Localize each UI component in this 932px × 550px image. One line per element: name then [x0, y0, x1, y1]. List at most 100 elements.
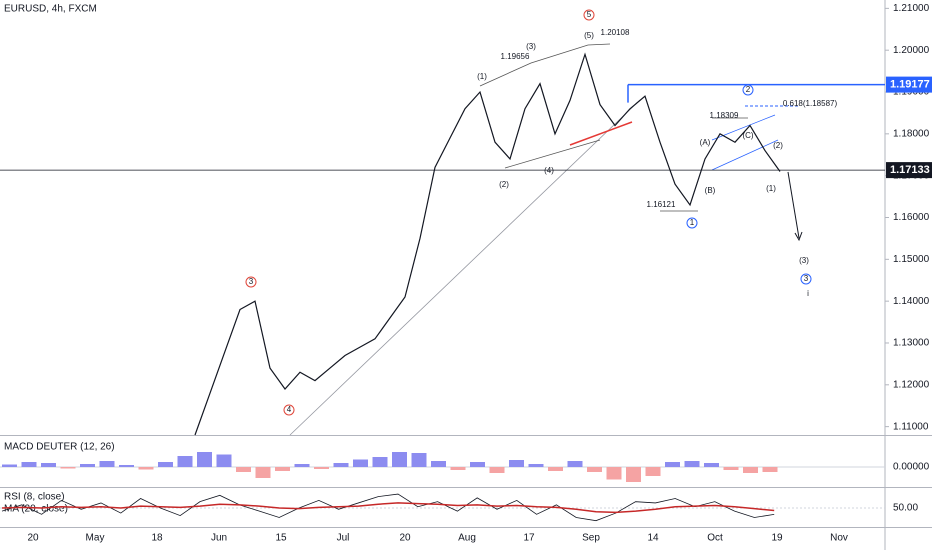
macd-bar	[372, 457, 388, 467]
x-tick-label: Jul	[337, 533, 350, 544]
annotation: i	[807, 289, 809, 298]
y-tick-label: 1.14000	[893, 296, 930, 307]
annotation: (5)	[584, 31, 594, 40]
x-tick-label: 15	[275, 533, 287, 544]
macd-bar	[431, 461, 446, 467]
annotation: 1	[690, 218, 695, 227]
channel-line	[479, 43, 611, 87]
channel-line	[711, 139, 779, 171]
annotation: 3	[804, 274, 809, 283]
y-tick-label: 1.12000	[893, 379, 930, 390]
macd-bar	[80, 464, 95, 467]
macd-bar	[138, 467, 154, 470]
macd-bar	[60, 467, 76, 469]
macd-bar	[645, 467, 661, 476]
x-tick-label: 14	[647, 533, 659, 544]
annotation: 4	[287, 405, 292, 414]
macd-title: MACD DEUTER (12, 26)	[4, 442, 115, 453]
annotation: (1)	[477, 72, 487, 81]
price-tag	[886, 76, 932, 93]
macd-bar	[450, 467, 466, 470]
annotation: 3	[249, 277, 254, 286]
macd-bar	[489, 467, 505, 473]
macd-bar	[470, 462, 485, 467]
y-tick-label: 1.20000	[893, 45, 930, 56]
macd-bar	[509, 460, 524, 467]
rsi-line	[1, 493, 775, 522]
x-tick-label: Nov	[830, 533, 848, 544]
price-tag-label: 1.17133	[890, 164, 930, 176]
macd-bar	[684, 461, 700, 467]
macd-bar	[294, 464, 310, 467]
macd-bar	[177, 456, 193, 467]
x-tick-label: Sep	[582, 533, 600, 544]
macd-bar	[333, 463, 349, 467]
macd-bar	[665, 462, 680, 467]
price-line	[194, 52, 781, 436]
x-tick-label: 18	[151, 533, 163, 544]
price-tag	[886, 162, 932, 179]
macd-bar	[2, 464, 17, 467]
rsi-ma-line	[1, 502, 775, 514]
y-tick-label: 1.21000	[893, 3, 930, 14]
macd-bar	[119, 465, 134, 467]
annotation: 5	[587, 10, 592, 19]
annotation: (4)	[544, 166, 554, 175]
rsi-tick-label: 50.00	[893, 503, 918, 514]
annotation: 1.20108	[601, 28, 630, 37]
annotation: (3)	[526, 42, 536, 51]
annotation: 1.19656	[501, 52, 530, 61]
macd-bar	[411, 453, 427, 467]
trend-line	[289, 99, 641, 436]
x-tick-label: Jun	[211, 533, 227, 544]
macd-bar	[704, 463, 719, 467]
y-tick-label: 1.18000	[893, 128, 930, 139]
wave-circle	[583, 9, 595, 21]
y-tick-label: 1.11000	[893, 421, 929, 432]
macd-bar	[587, 467, 602, 472]
annotation: (C)	[742, 131, 753, 140]
macd-bar	[216, 454, 232, 467]
wave-circle	[283, 404, 295, 416]
x-tick-label: 20	[399, 533, 411, 544]
wave-circle	[686, 217, 698, 229]
x-tick-label: Oct	[707, 533, 723, 544]
macd-bar	[353, 459, 368, 467]
macd-bar	[255, 467, 271, 478]
price-tag-label: 1.19177	[890, 79, 930, 91]
macd-bar	[743, 467, 758, 473]
macd-bar	[626, 467, 641, 482]
x-tick-label: 19	[771, 533, 783, 544]
macd-bar	[197, 452, 212, 467]
macd-bar	[275, 467, 290, 471]
macd-bar	[548, 467, 563, 471]
annotation: 2	[746, 85, 751, 94]
macd-bar	[528, 464, 544, 467]
chart-title: EURUSD, 4h, FXCM	[4, 4, 97, 15]
macd-bar	[606, 467, 622, 480]
y-tick-label: 1.15000	[893, 254, 930, 265]
wave-circle	[800, 273, 812, 285]
y-tick-label: 1.16000	[893, 212, 930, 223]
wave-circle	[742, 84, 754, 96]
arrow	[787, 171, 800, 239]
channel-line	[504, 139, 601, 169]
annotation: (2)	[773, 141, 783, 150]
annotation: 0.618(1.18587)	[783, 99, 838, 108]
arrow-head	[794, 231, 803, 242]
macd-bar	[236, 467, 251, 472]
annotation: (A)	[700, 138, 711, 147]
macd-bar	[99, 461, 115, 467]
annotation: (2)	[499, 180, 509, 189]
x-tick-label: 20	[27, 533, 39, 544]
annotation: (1)	[766, 184, 776, 193]
x-tick-label: Aug	[458, 533, 476, 544]
annotation: 1.18309	[710, 111, 739, 120]
wave-circle	[245, 276, 257, 288]
macd-bar	[723, 467, 739, 470]
rsi-title: RSI (8, close)	[4, 492, 65, 503]
macd-bar	[158, 462, 173, 467]
annotation: (B)	[705, 186, 716, 195]
